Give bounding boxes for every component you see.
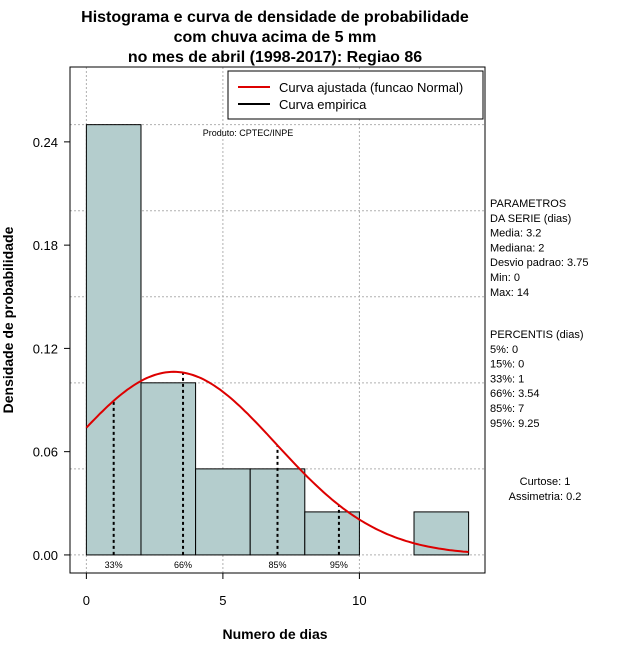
histogram-bar-2 [140,382,197,556]
title-line-2: com chuva acima de 5 mm [174,29,377,46]
percentis-line-7: 95%: 9.25 [490,418,540,430]
legend: Curva ajustada (funcao Normal) Curva empi… [227,70,484,120]
percentis-line-3: 15%: 0 [490,359,524,371]
side-panel: PARAMETROS DA SERIE (dias) Media: 3.2 Med… [490,198,588,503]
axes: 0 5 10 0.00 0.06 0.12 0.18 0.24 Numero de dias De… [0,66,486,642]
params-line-5: Desvio padrao: 3.75 [490,257,588,269]
stats-line-2: Assimetria: 0.2 [509,491,582,503]
histogram-bar-7 [413,511,470,556]
percentile-label-85: 85% [268,560,286,570]
source-label: Produto: CPTEC/INPE [203,128,294,138]
percentis-line-4: 33%: 1 [490,373,524,385]
x-tick-label-0: 0 [83,593,90,608]
fitted-curve-group [85,370,469,553]
params-line-3: Media: 3.2 [490,228,541,240]
legend-label-empirical: Curva empirica [279,97,367,112]
y-axis-label: Densidade de probabilidade [0,226,16,413]
stats-line-1: Curtose: 1 [520,476,571,488]
params-line-4: Mediana: 2 [490,242,544,254]
title-line-1: Histograma e curva de densidade de proba… [81,9,469,26]
percentis-line-6: 85%: 7 [490,403,524,415]
percentile-label-95: 95% [330,560,348,570]
x-tick-label-2: 10 [352,593,366,608]
fitted-normal-curve [85,370,469,553]
y-tick-label-4: 0.24 [33,135,58,150]
percentis-line-2: 5%: 0 [490,344,518,356]
y-tick-label-3: 0.18 [33,238,58,253]
plot-frame [69,66,486,574]
params-line-6: Min: 0 [490,272,520,284]
y-tick-label-0: 0.00 [33,548,58,563]
histogram-bar-3 [195,468,251,556]
legend-label-fitted: Curva ajustada (funcao Normal) [279,80,463,95]
x-axis-label: Numero de dias [222,626,327,642]
histogram-bar-5 [304,511,360,556]
y-tick-label-1: 0.06 [33,445,58,460]
percentile-label-33: 33% [105,560,123,570]
params-line-7: Max: 14 [490,287,529,299]
histogram-bars [85,124,470,556]
params-line-2: DA SERIE (dias) [490,213,571,225]
legend-box [227,70,484,120]
params-line-1: PARAMETROS [490,198,566,210]
chart-title: Histograma e curva de densidade de proba… [81,9,469,66]
histogram-bar-1 [85,124,142,556]
x-tick-label-1: 5 [219,593,226,608]
percentile-label-66: 66% [174,560,192,570]
y-tick-label-2: 0.12 [33,341,58,356]
title-line-3: no mes de abril (1998-2017): Regiao 86 [128,49,422,66]
percentis-line-1: PERCENTIS (dias) [490,329,584,341]
percentile-markers: 33% 66% 85% 95% [105,372,348,570]
percentis-line-5: 66%: 3.54 [490,388,540,400]
